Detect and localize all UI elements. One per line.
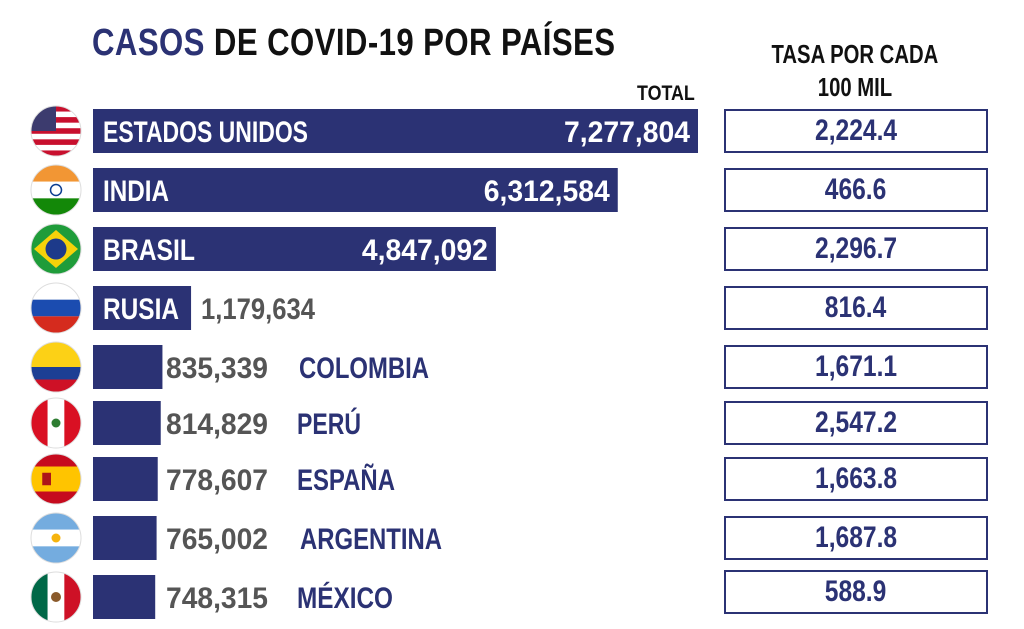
rate-box: 2,296.7 (724, 227, 988, 271)
rate-value: 2,224.4 (726, 111, 986, 151)
value-label: 4,847,092 (362, 234, 488, 267)
rate-value: 816.4 (726, 288, 986, 328)
rate-box: 1,671.1 (724, 345, 988, 389)
peru-flag-icon (31, 398, 81, 448)
rate-value-text: 588.9 (825, 575, 887, 608)
rate-value: 1,663.8 (726, 459, 986, 499)
rate-value-text: 2,224.4 (814, 114, 898, 147)
argentina-flag-icon (31, 513, 81, 563)
category-label: RUSIA (103, 293, 179, 326)
usa-flag-icon (31, 106, 81, 156)
bar-españa (93, 457, 158, 501)
title-highlight: CASOS (92, 22, 205, 64)
bar-perú (93, 401, 161, 445)
value-label: 6,312,584 (484, 175, 610, 208)
value-label: 765,002 (166, 523, 268, 556)
rate-value-text: 2,296.7 (814, 232, 898, 265)
rate-box: 816.4 (724, 286, 988, 330)
russia-flag-icon (31, 283, 81, 333)
bar-rusia (93, 286, 192, 330)
value-label: 835,339 (166, 352, 268, 385)
category-label: ARGENTINA (300, 523, 442, 556)
value-label: 814,829 (166, 408, 268, 441)
rate-value-text: 1,663.8 (814, 462, 898, 495)
bar-méxico (93, 575, 156, 619)
rate-value-text: 1,687.8 (814, 521, 898, 554)
category-label: ESPAÑA (297, 463, 395, 497)
rate-value-text: 816.4 (825, 291, 887, 324)
rate-value: 2,296.7 (726, 229, 986, 269)
rate-box: 2,224.4 (724, 109, 988, 153)
rate-value-text: 2,547.2 (814, 406, 898, 439)
rate-value: 588.9 (726, 572, 986, 612)
rate-value-text: 466.6 (825, 173, 887, 206)
category-label: BRASIL (103, 234, 195, 267)
category-label: PERÚ (297, 407, 361, 441)
category-label: INDIA (103, 175, 169, 208)
rate-value: 1,671.1 (726, 347, 986, 387)
bar-argentina (93, 516, 157, 560)
value-label: 1,179,634 (201, 293, 315, 326)
total-column-label: TOTAL (637, 82, 695, 105)
rate-value: 2,547.2 (726, 403, 986, 443)
title-rest: DE COVID-19 POR PAÍSES (213, 22, 616, 64)
category-label: MÉXICO (297, 581, 393, 615)
value-label: 7,277,804 (564, 116, 690, 149)
chart-title: CASOS DE COVID-19 POR PAÍSES (92, 22, 615, 65)
bar-estados-unidos (93, 109, 698, 153)
bar-brasil (93, 227, 496, 271)
value-label: 748,315 (166, 582, 268, 615)
rate-box: 2,547.2 (724, 401, 988, 445)
india-flag-icon (31, 165, 81, 215)
bar-colombia (93, 345, 163, 389)
brazil-flag-icon (31, 224, 81, 274)
rate-box: 1,663.8 (724, 457, 988, 501)
rate-value: 466.6 (726, 170, 986, 210)
mexico-flag-icon (31, 572, 81, 622)
bar-india (93, 168, 618, 212)
rate-box: 1,687.8 (724, 516, 988, 560)
category-label: COLOMBIA (299, 352, 429, 385)
bar-chart: ESTADOS UNIDOS 7,277,804 INDIA 6,312,584 BRA… (30, 105, 698, 623)
rate-header-line1: TASA POR CADA (771, 39, 939, 69)
rate-box: 466.6 (724, 168, 988, 212)
rate-value: 1,687.8 (726, 518, 986, 558)
rate-value-text: 1,671.1 (814, 350, 898, 383)
value-label: 778,607 (166, 464, 268, 497)
category-label: ESTADOS UNIDOS (103, 116, 308, 149)
rate-box: 588.9 (724, 570, 988, 614)
